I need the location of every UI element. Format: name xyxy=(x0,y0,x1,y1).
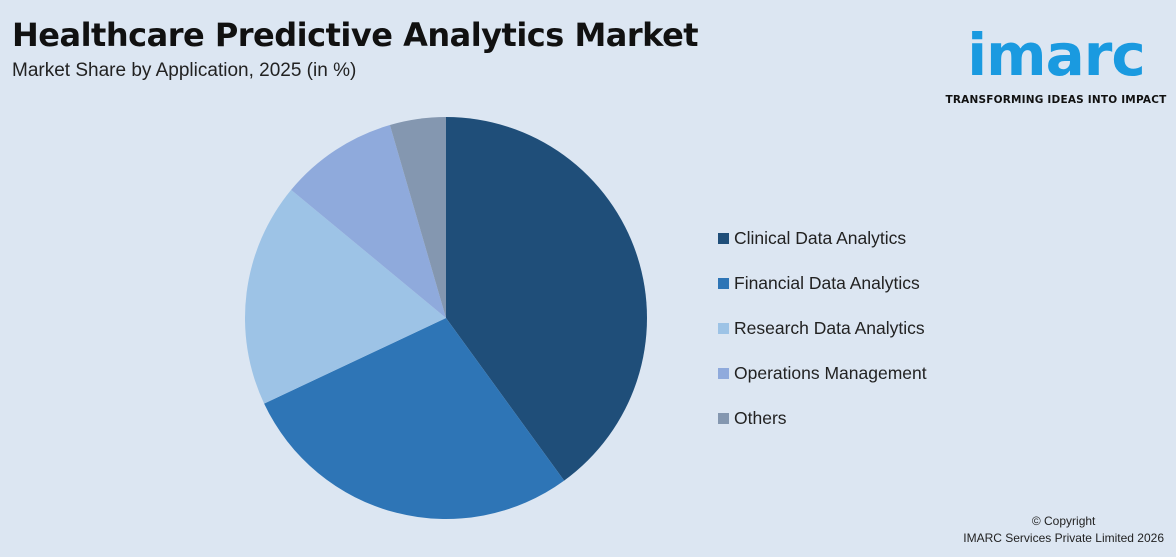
logo-wordmark: imarc xyxy=(967,21,1145,89)
copyright-line: © Copyright xyxy=(1031,514,1096,528)
legend-item: Clinical Data Analytics xyxy=(718,216,927,261)
logo-tagline: TRANSFORMING IDEAS INTO IMPACT xyxy=(945,94,1167,106)
pie-slice-financial-data-analytics xyxy=(264,318,565,519)
legend-label: Clinical Data Analytics xyxy=(734,228,907,248)
legend-swatch xyxy=(718,278,729,289)
legend-label: Others xyxy=(734,408,787,428)
legend-item: Others xyxy=(718,396,927,441)
pie-slice-operations-management xyxy=(291,124,446,318)
legend-swatch xyxy=(718,413,729,424)
pie-slice-research-data-analytics xyxy=(245,189,446,404)
pie-slice-clinical-data-analytics xyxy=(446,117,647,481)
legend-swatch xyxy=(718,233,729,244)
pie-slice-others xyxy=(389,117,446,318)
legend-item: Financial Data Analytics xyxy=(718,261,927,306)
legend-label: Financial Data Analytics xyxy=(734,273,920,293)
legend-label: Research Data Analytics xyxy=(734,318,925,338)
imarc-logo: imarc TRANSFORMING IDEAS INTO IMPACT xyxy=(944,12,1168,108)
legend-item: Operations Management xyxy=(718,351,927,396)
chart-legend: Clinical Data Analytics Financial Data A… xyxy=(718,216,927,441)
company-line: IMARC Services Private Limited 2026 xyxy=(963,531,1164,545)
chart-subtitle: Market Share by Application, 2025 (in %) xyxy=(12,60,357,81)
legend-label: Operations Management xyxy=(734,363,927,383)
legend-item: Research Data Analytics xyxy=(718,306,927,351)
chart-title: Healthcare Predictive Analytics Market xyxy=(12,16,699,54)
copyright-footer: © Copyright IMARC Services Private Limit… xyxy=(963,513,1164,547)
legend-swatch xyxy=(718,323,729,334)
pie-chart xyxy=(245,117,647,519)
legend-swatch xyxy=(718,368,729,379)
